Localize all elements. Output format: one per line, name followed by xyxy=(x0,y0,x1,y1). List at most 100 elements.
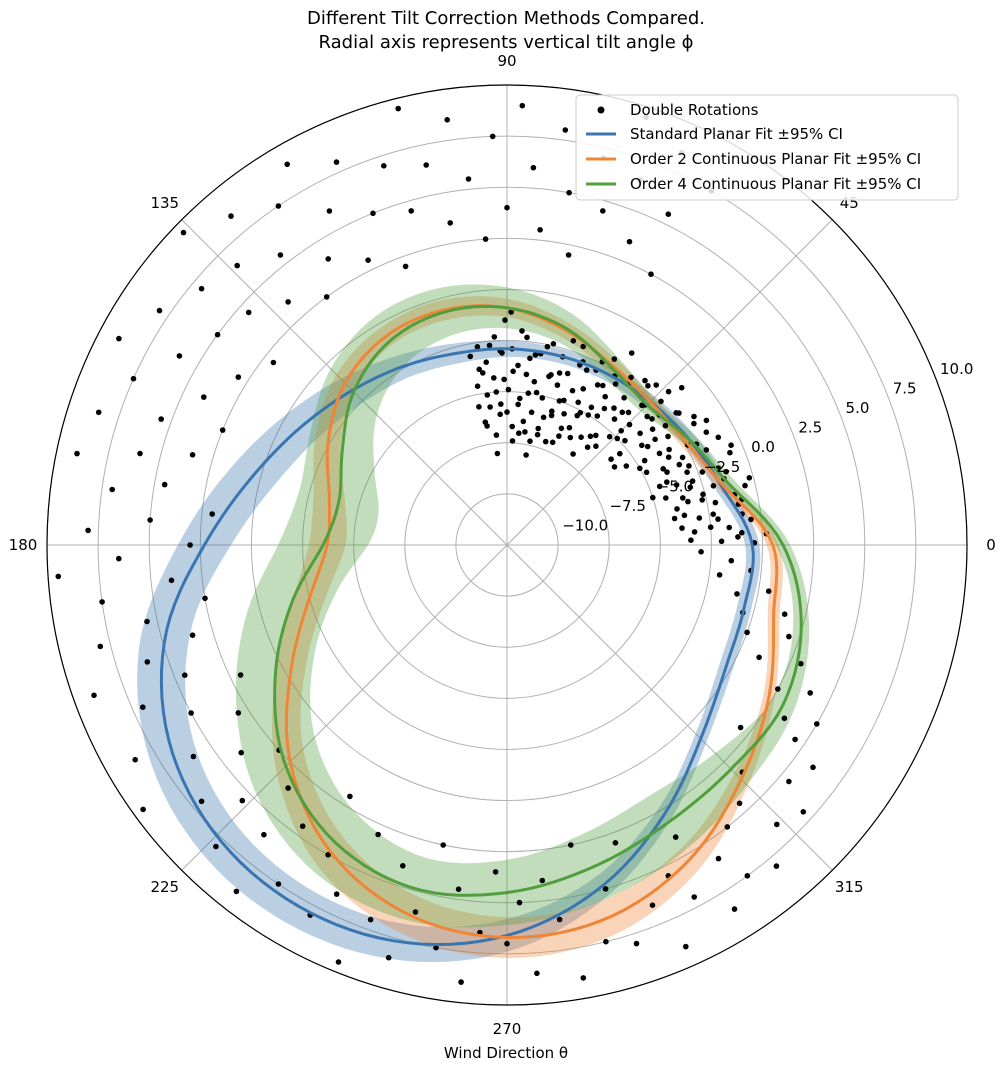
double-rotation-point xyxy=(700,491,706,498)
double-rotation-point xyxy=(482,236,489,242)
double-rotation-point xyxy=(710,483,717,489)
double-rotation-point xyxy=(444,117,451,123)
double-rotation-point xyxy=(728,557,735,564)
order2-fit-line xyxy=(284,304,779,940)
double-rotation-point xyxy=(537,227,543,233)
double-rotation-point xyxy=(678,384,685,391)
double-rotation-point xyxy=(602,393,608,400)
double-rotation-point xyxy=(168,577,175,584)
double-rotation-point xyxy=(516,430,522,437)
double-rotation-point xyxy=(671,515,678,522)
double-rotation-point xyxy=(736,800,743,807)
double-rotation-point xyxy=(433,944,439,951)
legend-label-order2: Order 2 Continuous Planar Fit ±95% CI xyxy=(630,150,921,168)
double-rotation-point xyxy=(97,643,104,650)
double-rotation-point xyxy=(519,328,525,334)
double-rotation-point xyxy=(568,842,574,848)
double-rotation-point xyxy=(673,482,680,488)
double-rotation-point xyxy=(703,429,710,436)
double-rotation-point xyxy=(412,909,419,915)
double-rotation-point xyxy=(561,411,567,417)
r-tick-label: 0.0 xyxy=(751,438,775,456)
double-rotation-point xyxy=(519,102,526,109)
double-rotation-point xyxy=(497,411,504,418)
grid-spoke xyxy=(506,544,833,871)
double-rotation-point xyxy=(619,409,626,416)
standard-fit-line xyxy=(159,347,755,947)
double-rotation-point xyxy=(187,542,193,548)
double-rotation-point xyxy=(723,468,729,475)
double-rotation-point xyxy=(74,450,80,457)
double-rotation-point xyxy=(539,877,546,884)
double-rotation-point xyxy=(658,398,664,405)
double-rotation-point xyxy=(539,395,546,401)
double-rotation-point xyxy=(509,423,515,430)
double-rotation-point xyxy=(326,208,333,214)
double-rotation-point xyxy=(746,475,753,481)
double-rotation-point xyxy=(781,611,788,617)
chart-title-line-1: Different Tilt Correction Methods Compar… xyxy=(307,8,705,29)
double-rotation-point xyxy=(109,486,115,493)
double-rotation-point xyxy=(333,891,340,897)
double-rotation-point xyxy=(566,424,573,431)
double-rotation-point xyxy=(578,434,584,441)
double-rotation-point xyxy=(91,692,97,699)
double-rotation-point xyxy=(594,382,601,388)
double-rotation-point xyxy=(474,344,481,350)
double-rotation-point xyxy=(402,263,409,270)
double-rotation-point xyxy=(756,654,762,661)
double-rotation-point xyxy=(504,204,510,211)
double-rotation-point xyxy=(566,189,572,196)
double-rotation-point xyxy=(565,252,572,258)
double-rotation-point xyxy=(623,463,630,469)
double-rotation-point xyxy=(644,443,651,450)
r-tick-label: −10.0 xyxy=(562,516,608,534)
double-rotation-point xyxy=(765,588,772,594)
double-rotation-point xyxy=(540,414,547,421)
x-axis-label: Wind Direction θ xyxy=(444,1044,568,1062)
double-rotation-point xyxy=(698,549,704,555)
double-rotation-point xyxy=(498,401,504,407)
double-rotation-point xyxy=(618,428,624,434)
double-rotation-point xyxy=(775,686,781,692)
double-rotation-point xyxy=(532,352,539,358)
double-rotation-point xyxy=(570,338,577,344)
double-rotation-point xyxy=(718,538,725,545)
double-rotation-point xyxy=(504,940,510,947)
double-rotation-point xyxy=(686,463,692,469)
double-rotation-point xyxy=(55,573,62,580)
double-rotation-point xyxy=(691,529,698,535)
double-rotation-point xyxy=(201,394,207,400)
double-rotation-point xyxy=(515,401,521,408)
double-rotation-point xyxy=(549,408,555,415)
double-rotation-point xyxy=(213,843,219,850)
double-rotation-point xyxy=(489,133,496,140)
double-rotation-point xyxy=(744,629,750,636)
double-rotation-point xyxy=(140,704,146,710)
double-rotation-point xyxy=(676,461,683,468)
double-rotation-point xyxy=(237,672,244,678)
double-rotation-point xyxy=(467,353,474,360)
double-rotation-point xyxy=(530,164,537,171)
double-rotation-point xyxy=(644,413,650,420)
double-rotation-point xyxy=(622,437,628,444)
double-rotation-point xyxy=(643,469,650,476)
double-rotation-point xyxy=(188,710,194,716)
double-rotation-point xyxy=(492,869,499,875)
double-rotation-point xyxy=(656,483,663,490)
double-rotation-point xyxy=(593,432,599,439)
double-rotation-point xyxy=(520,418,527,425)
double-rotation-point xyxy=(674,506,680,512)
double-rotation-point xyxy=(786,778,792,785)
double-rotation-point xyxy=(534,431,541,438)
double-rotation-point xyxy=(737,724,744,731)
double-rotation-point xyxy=(662,422,669,429)
double-rotation-point xyxy=(649,426,656,433)
double-rotation-point xyxy=(189,632,196,638)
double-rotation-point xyxy=(325,852,331,858)
double-rotation-point xyxy=(556,398,563,404)
double-rotation-point xyxy=(681,512,688,519)
r-tick-label: 2.5 xyxy=(798,419,822,437)
double-rotation-point xyxy=(665,388,672,395)
double-rotation-point xyxy=(650,494,656,501)
